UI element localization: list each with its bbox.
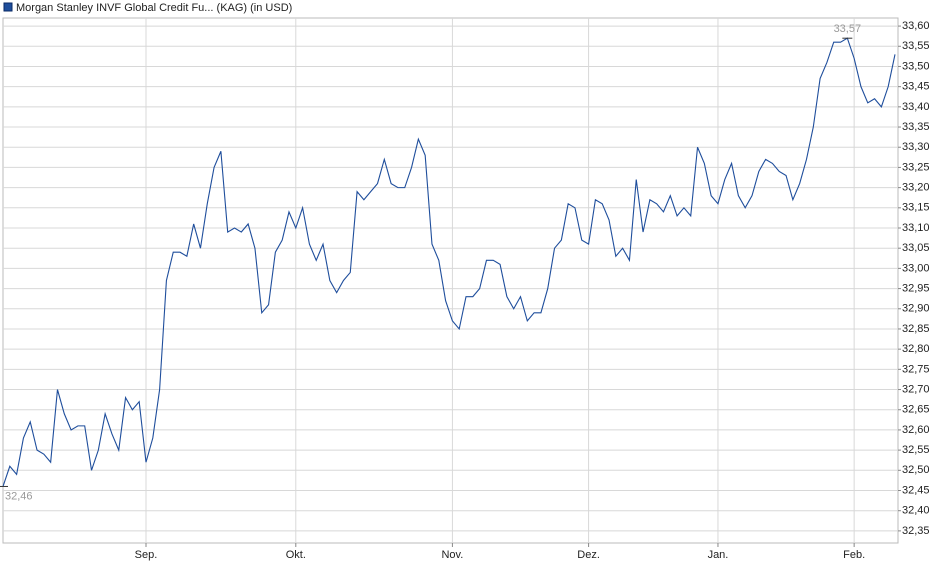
y-tick-label: 32,80 [902, 343, 930, 355]
y-tick-label: 33,55 [902, 40, 930, 52]
y-tick-label: 33,60 [902, 20, 930, 32]
y-tick-label: 32,90 [902, 303, 930, 315]
y-tick-label: 33,45 [902, 81, 930, 93]
y-tick-label: 32,35 [902, 525, 930, 537]
y-tick-label: 32,50 [902, 464, 930, 476]
x-tick-label: Okt. [286, 549, 306, 561]
y-tick-label: 32,70 [902, 383, 930, 395]
x-tick-label: Sep. [135, 549, 158, 561]
y-tick-label: 32,60 [902, 424, 930, 436]
y-tick-label: 32,85 [902, 323, 930, 335]
value-label: 33,57 [834, 23, 862, 35]
y-tick-label: 33,40 [902, 101, 930, 113]
x-tick-label: Jan. [708, 549, 729, 561]
y-tick-label: 33,20 [902, 182, 930, 194]
plot-area [2, 17, 899, 544]
y-tick-label: 33,15 [902, 202, 930, 214]
y-tick-label: 32,40 [902, 505, 930, 517]
y-tick-label: 32,45 [902, 484, 930, 496]
y-tick-label: 33,30 [902, 141, 930, 153]
y-tick-label: 32,65 [902, 404, 930, 416]
y-tick-label: 33,10 [902, 222, 930, 234]
x-tick-label: Dez. [577, 549, 600, 561]
x-tick-label: Feb. [843, 549, 865, 561]
y-tick-label: 33,50 [902, 60, 930, 72]
y-tick-label: 32,75 [902, 363, 930, 375]
y-tick-label: 32,95 [902, 282, 930, 294]
y-tick-label: 32,55 [902, 444, 930, 456]
y-tick-label: 33,05 [902, 242, 930, 254]
x-tick-label: Nov. [441, 549, 463, 561]
y-tick-label: 33,35 [902, 121, 930, 133]
y-tick-label: 33,00 [902, 262, 930, 274]
y-tick-label: 33,25 [902, 161, 930, 173]
legend-swatch [3, 2, 13, 12]
price-line [2, 37, 896, 487]
value-label: 32,46 [5, 490, 33, 502]
legend-label: Morgan Stanley INVF Global Credit Fu... … [16, 2, 292, 14]
